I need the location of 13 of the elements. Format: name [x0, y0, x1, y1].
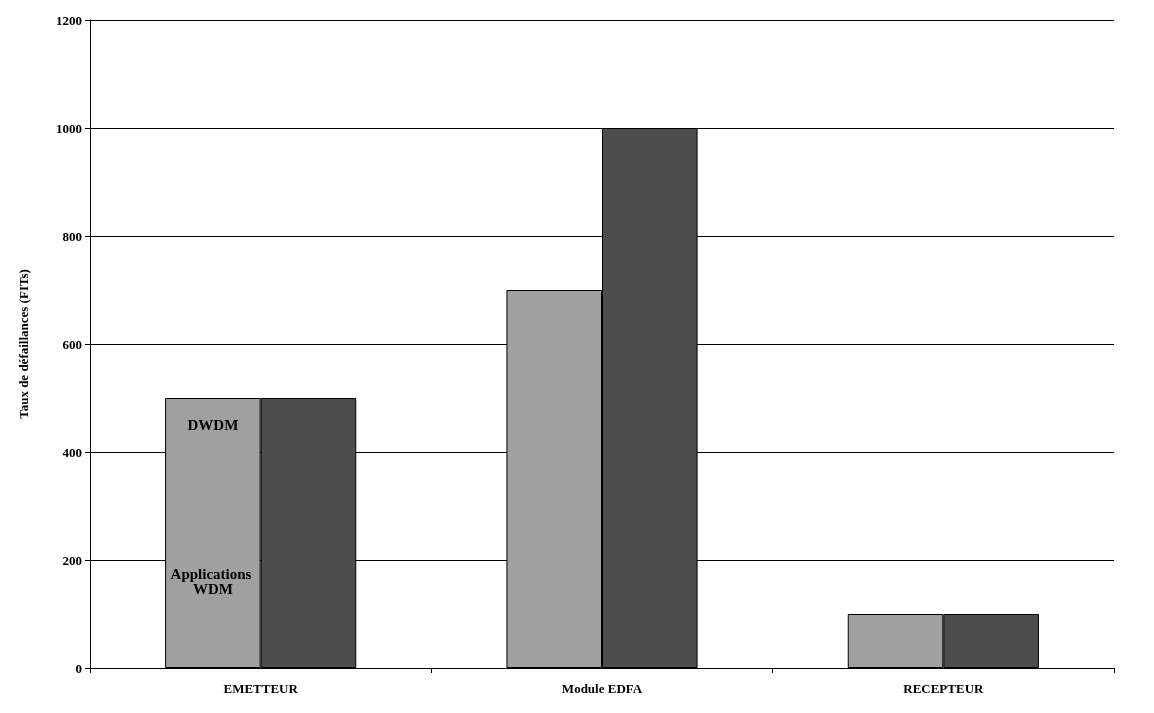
y-tick-label: 1000	[56, 120, 82, 136]
x-tick-label: Module EDFA	[561, 681, 643, 696]
x-tick-label: RECEPTEUR	[903, 681, 985, 696]
x-tick-label: EMETTEUR	[223, 681, 299, 696]
annotation: Applications WDM	[170, 566, 256, 598]
y-tick-label: 200	[62, 552, 82, 568]
y-tick-label: 600	[62, 336, 82, 352]
y-tick-label: 800	[62, 228, 82, 244]
y-tick-label: 400	[62, 444, 82, 460]
y-axis-title: Taux de défaillances (FITs)	[16, 269, 31, 419]
annotation: DWDM	[187, 417, 239, 433]
y-tick-label: 0	[75, 660, 82, 676]
y-tick-label: 1200	[56, 12, 82, 28]
